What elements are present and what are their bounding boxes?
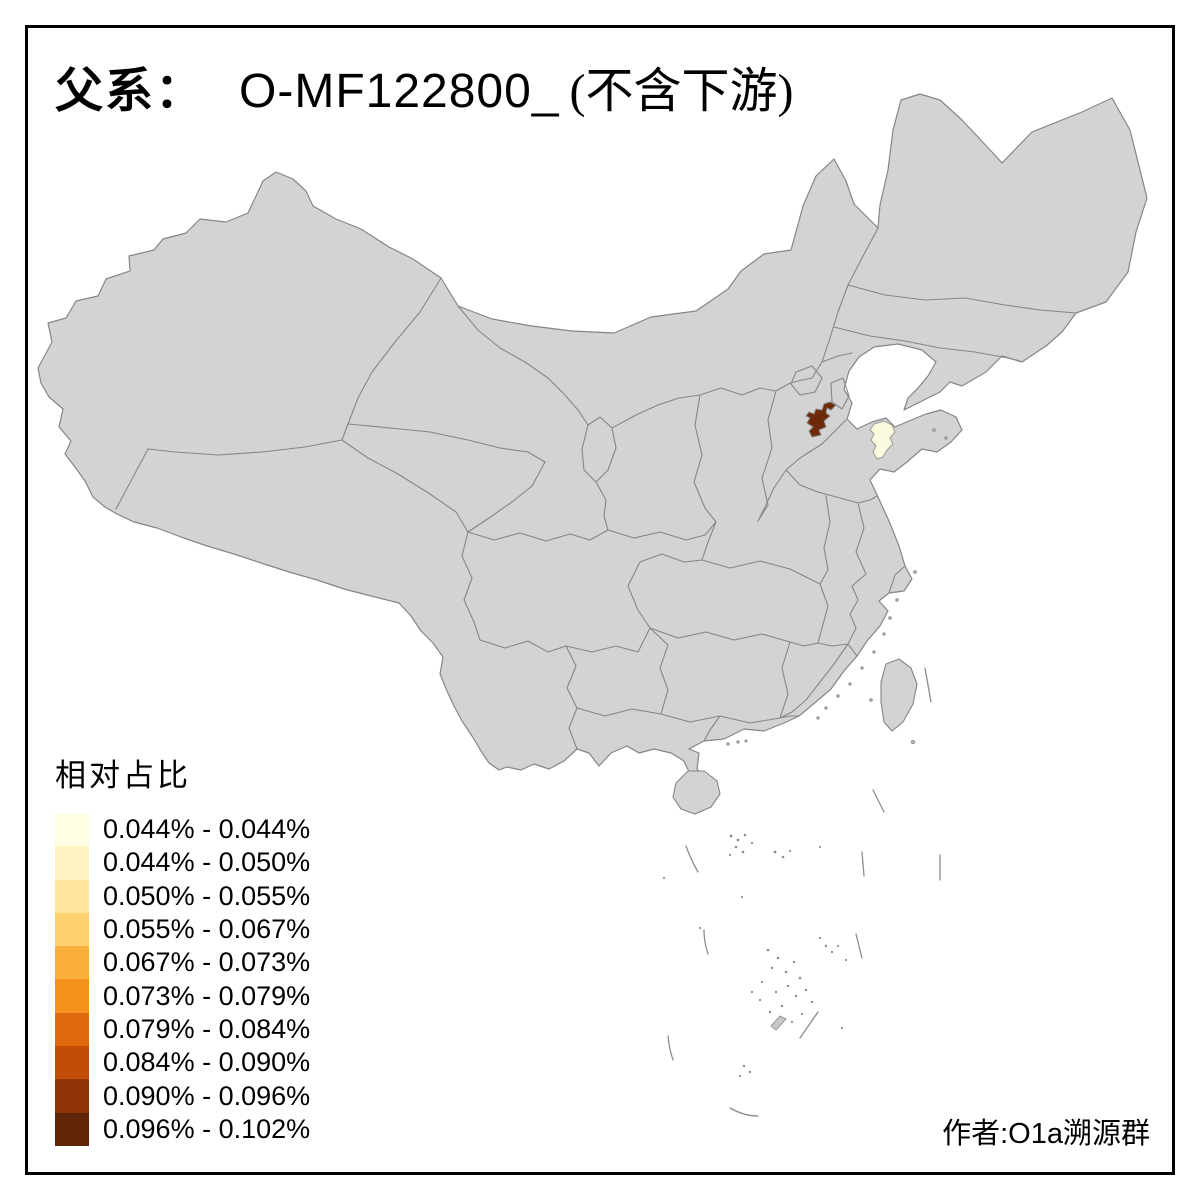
taiwan-island — [880, 658, 918, 732]
legend-row: 0.090% - 0.096% — [55, 1079, 311, 1113]
hainan-island — [672, 770, 721, 815]
title-prefix: 父系： — [55, 65, 206, 118]
legend-swatch — [55, 1046, 89, 1080]
legend-label: 0.055% - 0.067% — [103, 914, 311, 945]
legend-title: 相对占比 — [55, 758, 191, 793]
legend-swatch — [55, 1079, 89, 1113]
legend-row: 0.044% - 0.044% — [55, 813, 311, 847]
legend-swatch — [55, 846, 89, 880]
legend-label: 0.079% - 0.084% — [103, 1013, 311, 1044]
legend-label: 0.073% - 0.079% — [103, 980, 311, 1011]
legend-row: 0.044% - 0.050% — [55, 846, 311, 880]
title-haplogroup-code: O-MF122800_ — [239, 65, 560, 118]
legend-label: 0.050% - 0.055% — [103, 880, 311, 911]
legend-swatch — [55, 879, 89, 913]
country-outline — [37, 93, 1148, 780]
province-borders — [115, 227, 1077, 750]
highlight-region-pale — [869, 420, 896, 460]
page-title: 父系： O-MF122800_ (不含下游) — [55, 65, 794, 119]
coastal-islands — [726, 428, 948, 746]
attribution: 作者:O1a溯源群 — [942, 1118, 1150, 1150]
legend-row: 0.067% - 0.073% — [55, 946, 311, 980]
legend: 相对占比 0.044% - 0.044% 0.044% - 0.050% 0.0… — [55, 750, 310, 1146]
legend-label: 0.084% - 0.090% — [103, 1047, 311, 1078]
legend-swatch — [55, 1112, 89, 1146]
legend-swatch — [55, 1012, 89, 1047]
legend-row: 0.084% - 0.090% — [55, 1046, 311, 1080]
legend-row: 0.050% - 0.055% — [55, 879, 311, 913]
nine-dash-segments — [667, 667, 941, 1117]
legend-label: 0.044% - 0.050% — [103, 847, 311, 878]
legend-label: 0.096% - 0.102% — [103, 1113, 311, 1144]
south-china-sea-islands — [662, 833, 848, 1078]
legend-row: 0.079% - 0.084% — [55, 1012, 311, 1047]
title-suffix: (不含下游) — [569, 65, 794, 118]
legend-swatch — [55, 813, 89, 847]
legend-swatch — [55, 912, 89, 947]
legend-row: 0.096% - 0.102% — [55, 1112, 311, 1146]
legend-label: 0.067% - 0.073% — [103, 947, 311, 978]
legend-swatch — [55, 946, 89, 980]
legend-row: 0.055% - 0.067% — [55, 912, 311, 947]
legend-label: 0.090% - 0.096% — [103, 1080, 311, 1111]
legend-swatch — [55, 979, 89, 1013]
legend-row: 0.073% - 0.079% — [55, 979, 311, 1013]
highlight-region-dark — [805, 401, 837, 438]
legend-rows: 0.044% - 0.044% 0.044% - 0.050% 0.050% -… — [55, 813, 310, 1146]
legend-label: 0.044% - 0.044% — [103, 814, 311, 845]
